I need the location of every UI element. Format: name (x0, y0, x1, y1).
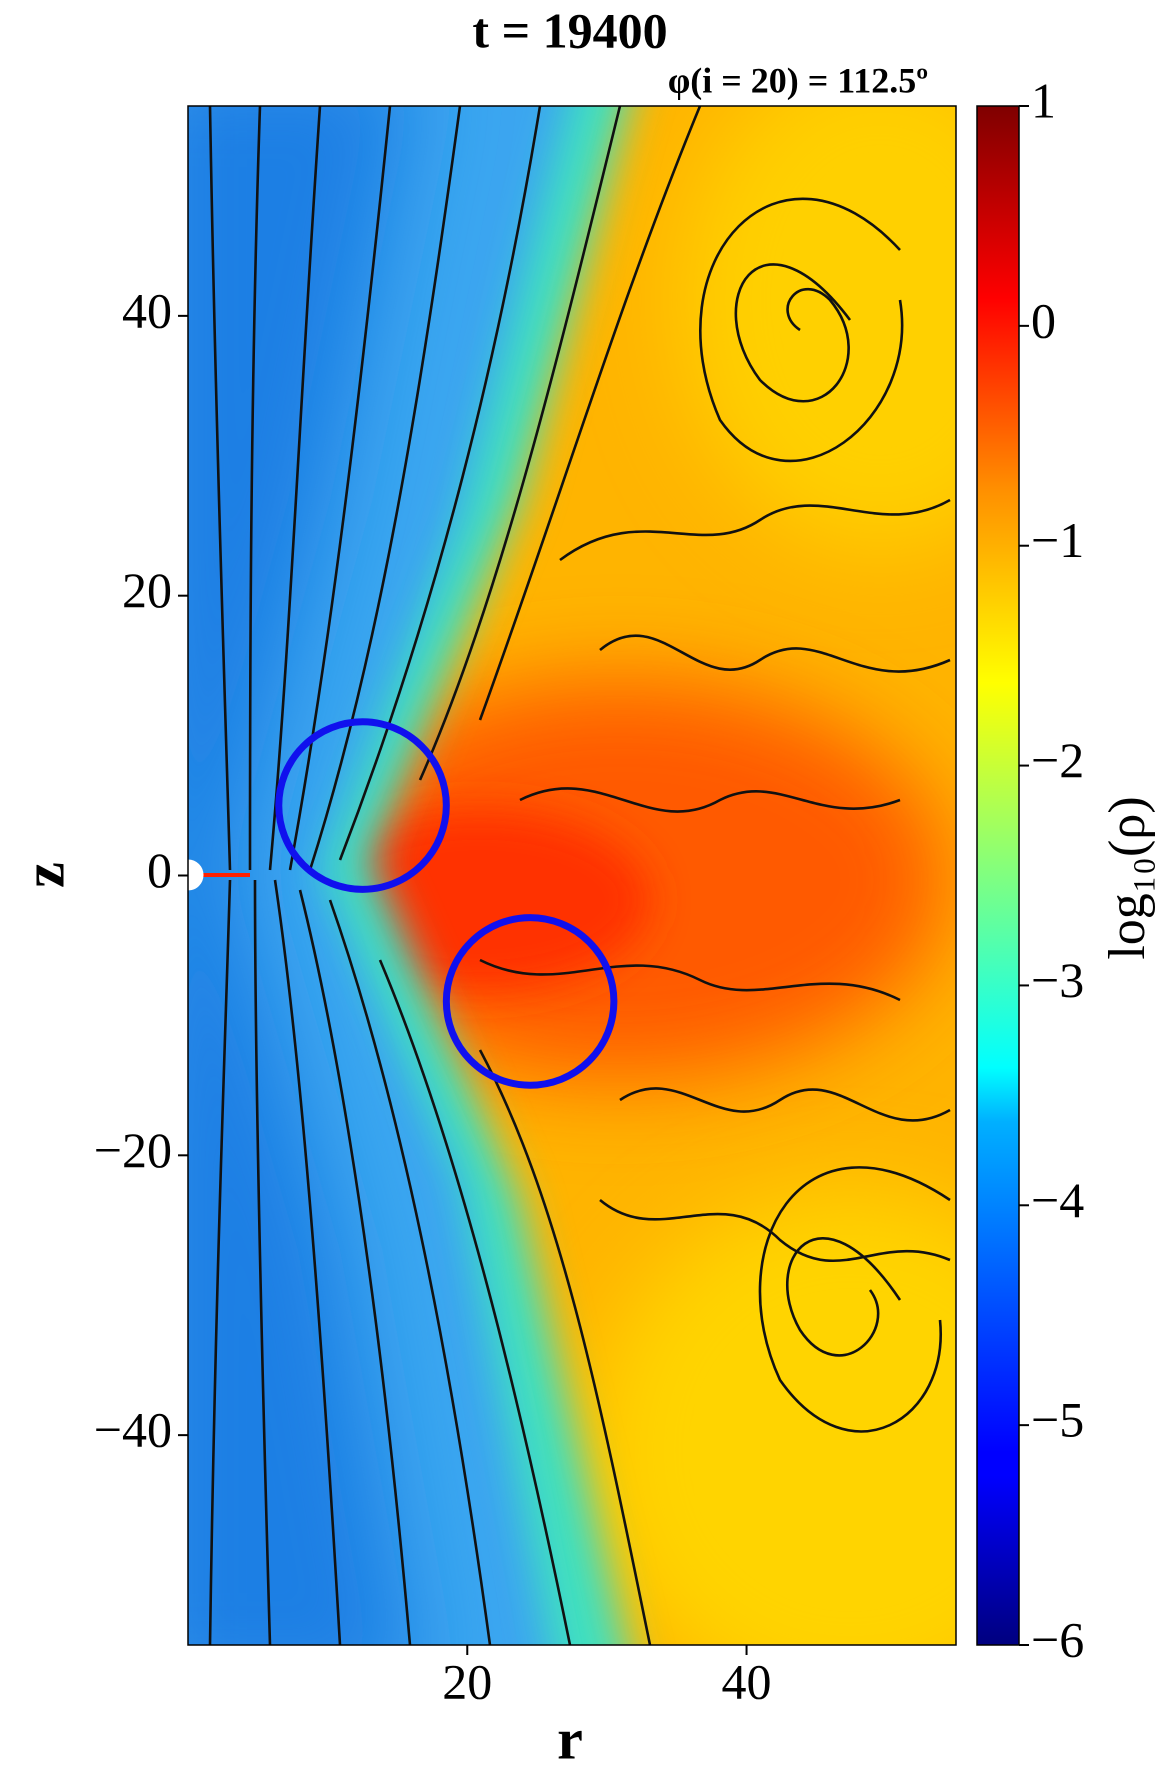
colorbar-label: log₁₀(ρ) (1099, 796, 1156, 959)
subtitle: φ(i = 20) = 112.5º (668, 60, 928, 100)
colorbar-tick-label: 1 (1031, 72, 1056, 128)
colorbar-tick-label: −3 (1031, 952, 1084, 1008)
colorbar-tick-label: −2 (1031, 732, 1084, 788)
colorbar-tick-label: −4 (1031, 1172, 1084, 1228)
y-tick-label: 20 (122, 562, 172, 618)
region-circle (275, 718, 450, 893)
title: t = 19400 (472, 2, 667, 58)
colorbar (976, 105, 1020, 1646)
colorbar-tick-label: −6 (1031, 1611, 1084, 1667)
x-tick-label: 20 (442, 1653, 492, 1709)
y-tick-label: 40 (122, 282, 172, 338)
y-tick-label: −20 (94, 1122, 172, 1178)
y-tick-label: −40 (94, 1402, 172, 1458)
density-field (188, 106, 956, 1645)
colorbar-tick-label: −1 (1031, 512, 1084, 568)
streamlines (208, 106, 951, 1645)
colorbar-tick-label: −5 (1031, 1392, 1084, 1448)
y-axis-label: z (11, 862, 76, 888)
x-tick-label: 40 (722, 1653, 772, 1709)
x-axis-label: r (557, 1706, 583, 1771)
y-tick-label: 0 (147, 842, 172, 898)
colorbar-tick-label: 0 (1031, 292, 1056, 348)
region-circle (442, 914, 618, 1089)
